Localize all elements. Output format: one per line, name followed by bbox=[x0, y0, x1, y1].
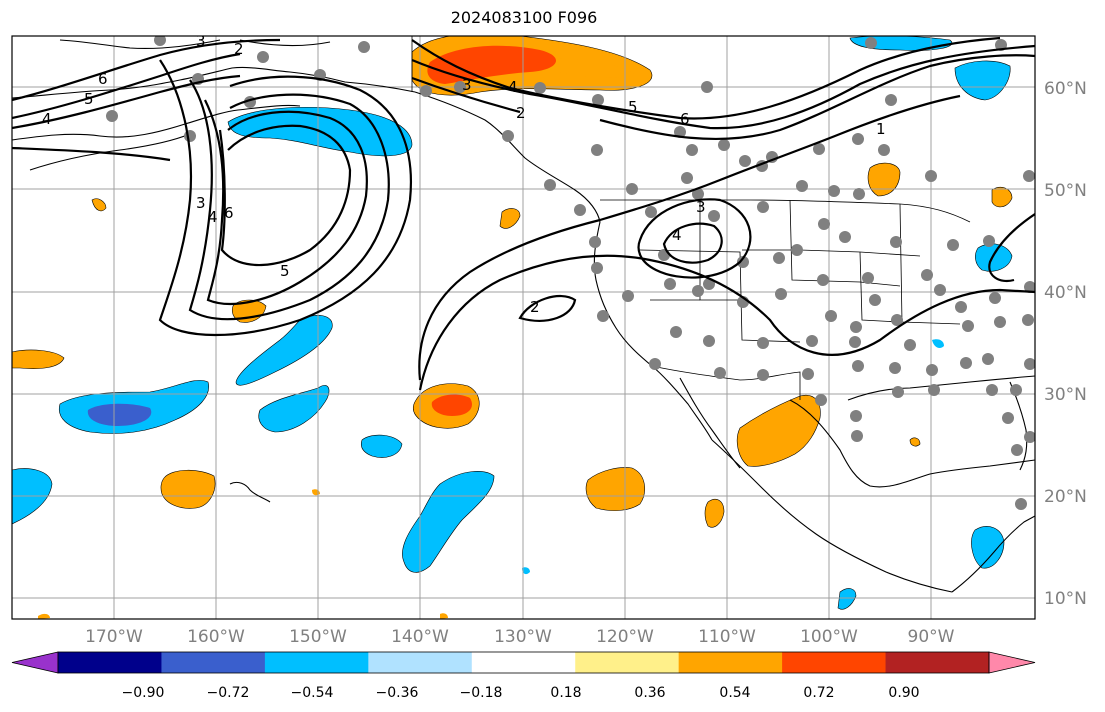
colorbar-tick-label: 0.18 bbox=[550, 685, 581, 701]
colorbar-segment bbox=[885, 652, 990, 673]
lat-label: 20°N bbox=[1044, 487, 1087, 507]
positive-anomaly-region bbox=[440, 613, 448, 619]
colorbar-segment bbox=[58, 652, 162, 673]
colorbar-tick-label: 0.36 bbox=[634, 685, 665, 701]
colorbar-tick-label: −0.90 bbox=[122, 685, 165, 701]
colorbar-tick-label: 0.90 bbox=[888, 685, 919, 701]
negative-anomaly-region bbox=[932, 339, 944, 348]
contour-label: 6 bbox=[680, 110, 690, 128]
map-title: 2024083100 F096 bbox=[450, 8, 598, 27]
colorbar-segment bbox=[782, 652, 887, 673]
map-area: 6 5 4 3 2 3 4 5 6 2 3 4 5 6 1 2 3 4 bbox=[12, 32, 1035, 619]
colorbar-ticks: −0.90 −0.72 −0.54 −0.36 −0.18 0.18 0.36 … bbox=[122, 685, 920, 701]
contour-label: 6 bbox=[224, 204, 234, 222]
strong-positive-anomaly-region bbox=[427, 45, 557, 84]
contour-label: 5 bbox=[280, 262, 290, 280]
negative-anomaly-region bbox=[235, 315, 333, 386]
latitude-labels: 60°N 50°N 40°N 30°N 20°N 10°N bbox=[1044, 79, 1087, 609]
positive-anomaly-region bbox=[560, 58, 635, 78]
colorbar-tick-label: 0.54 bbox=[719, 685, 750, 701]
contour-label: 4 bbox=[508, 78, 518, 96]
lon-label: 140°W bbox=[391, 627, 449, 647]
colorbar-segment bbox=[368, 652, 473, 673]
strong-positive-anomaly-region bbox=[431, 394, 472, 416]
gridlines bbox=[12, 36, 1035, 619]
colorbar-segment bbox=[678, 652, 783, 673]
lon-label: 120°W bbox=[596, 627, 654, 647]
positive-anomaly-region bbox=[91, 198, 107, 212]
positive-anomaly-region bbox=[585, 467, 645, 511]
colorbar-tick-label: −0.18 bbox=[460, 685, 503, 701]
contour-label: 3 bbox=[196, 32, 206, 50]
contour-label: 5 bbox=[84, 90, 94, 108]
contour-label: 5 bbox=[628, 98, 638, 116]
contour-labels: 6 5 4 3 2 3 4 5 6 2 3 4 5 6 1 2 3 4 bbox=[42, 32, 886, 316]
contour-label: 1 bbox=[876, 120, 886, 138]
colorbar-segment bbox=[471, 652, 576, 673]
coastlines bbox=[12, 39, 1035, 593]
lon-label: 160°W bbox=[187, 627, 245, 647]
colorbar-tick-label: 0.72 bbox=[803, 685, 834, 701]
contour-label: 2 bbox=[234, 40, 244, 58]
longitude-labels: 170°W 160°W 150°W 140°W 130°W 120°W 110°… bbox=[85, 627, 955, 647]
colorbar-segments bbox=[11, 651, 1036, 674]
negative-anomaly-region bbox=[361, 434, 403, 458]
strong-negative-anomaly-region bbox=[87, 403, 152, 426]
lon-label: 130°W bbox=[494, 627, 552, 647]
station-dots bbox=[106, 36, 1035, 510]
contour-label: 3 bbox=[196, 194, 206, 212]
lon-label: 150°W bbox=[289, 627, 347, 647]
colorbar-tick-label: −0.72 bbox=[207, 685, 250, 701]
colorbar-segment bbox=[264, 652, 369, 673]
negative-anomaly-region bbox=[837, 588, 857, 610]
positive-anomaly-region bbox=[12, 349, 65, 369]
colorbar: −0.90 −0.72 −0.54 −0.36 −0.18 0.18 0.36 … bbox=[11, 651, 1036, 701]
negative-anomaly-region bbox=[975, 243, 1013, 272]
negative-anomaly-region bbox=[971, 526, 1005, 569]
lon-label: 170°W bbox=[85, 627, 143, 647]
contour-label: 3 bbox=[462, 76, 472, 94]
colorbar-extend-max bbox=[988, 651, 1036, 674]
positive-anomaly-region bbox=[704, 499, 725, 528]
contour-label: 4 bbox=[208, 208, 218, 226]
colorbar-extend-min bbox=[11, 651, 59, 674]
lon-label: 90°W bbox=[908, 627, 955, 647]
lat-label: 30°N bbox=[1044, 385, 1087, 405]
colorbar-tick-label: −0.36 bbox=[376, 685, 419, 701]
lat-label: 60°N bbox=[1044, 79, 1087, 99]
lon-label: 110°W bbox=[698, 627, 756, 647]
contour-label: 2 bbox=[530, 298, 540, 316]
negative-anomaly-region bbox=[258, 385, 330, 433]
lat-label: 50°N bbox=[1044, 181, 1087, 201]
positive-anomaly-region bbox=[909, 437, 921, 447]
lat-label: 10°N bbox=[1044, 589, 1087, 609]
contour-label: 2 bbox=[516, 104, 526, 122]
contour-lines bbox=[12, 36, 1035, 391]
positive-anomaly-region bbox=[991, 186, 1013, 208]
lat-label: 40°N bbox=[1044, 283, 1087, 303]
positive-anomaly-region bbox=[499, 208, 521, 229]
contour-label: 4 bbox=[672, 226, 682, 244]
contour-label: 3 bbox=[696, 198, 706, 216]
colorbar-outline bbox=[57, 651, 990, 674]
negative-anomaly-region bbox=[522, 567, 530, 575]
colorbar-segment bbox=[161, 652, 266, 673]
colorbar-tick-label: −0.54 bbox=[291, 685, 334, 701]
contour-label: 4 bbox=[42, 110, 52, 128]
contour-label: 6 bbox=[98, 70, 108, 88]
positive-anomaly-region bbox=[160, 469, 216, 509]
colorbar-segment bbox=[575, 652, 680, 673]
map-frame bbox=[11, 35, 1036, 620]
positive-anomaly-region bbox=[38, 613, 50, 619]
lon-label: 100°W bbox=[800, 627, 858, 647]
